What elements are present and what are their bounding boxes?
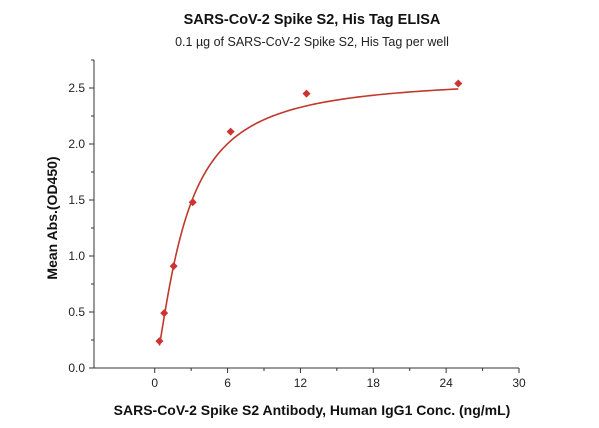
x-tick-label: 12	[294, 376, 308, 390]
y-tick-label: 1.5	[68, 193, 85, 207]
x-axis-ticks: 0 6 12 18 24 30	[151, 368, 526, 390]
data-point	[454, 79, 463, 88]
axes	[93, 60, 519, 369]
data-points	[155, 79, 463, 346]
x-axis-title: SARS-CoV-2 Spike S2 Antibody, Human IgG1…	[114, 402, 511, 418]
x-tick-label: 30	[512, 376, 526, 390]
data-point	[188, 198, 197, 207]
x-tick-label: 6	[224, 376, 231, 390]
x-tick-label: 18	[367, 376, 381, 390]
data-point	[169, 262, 178, 271]
chart-subtitle: 0.1 µg of SARS-CoV-2 Spike S2, His Tag p…	[175, 35, 449, 49]
x-tick-label: 24	[439, 376, 453, 390]
data-point	[302, 89, 311, 98]
data-point	[226, 127, 235, 136]
y-tick-label: 0.0	[68, 361, 85, 375]
y-axis-ticks: 0.0 0.5 1.0 1.5 2.0 2.5	[68, 59, 94, 375]
y-tick-label: 2.0	[68, 137, 85, 151]
data-point	[155, 337, 164, 346]
y-tick-label: 2.5	[68, 81, 85, 95]
y-tick-label: 0.5	[68, 305, 85, 319]
y-axis-title: Mean Abs.(OD450)	[44, 156, 60, 279]
chart-title: SARS-CoV-2 Spike S2, His Tag ELISA	[184, 12, 441, 28]
data-point	[160, 309, 169, 318]
y-tick-label: 1.0	[68, 249, 85, 263]
fit-curve	[158, 88, 459, 346]
x-tick-label: 0	[151, 376, 158, 390]
